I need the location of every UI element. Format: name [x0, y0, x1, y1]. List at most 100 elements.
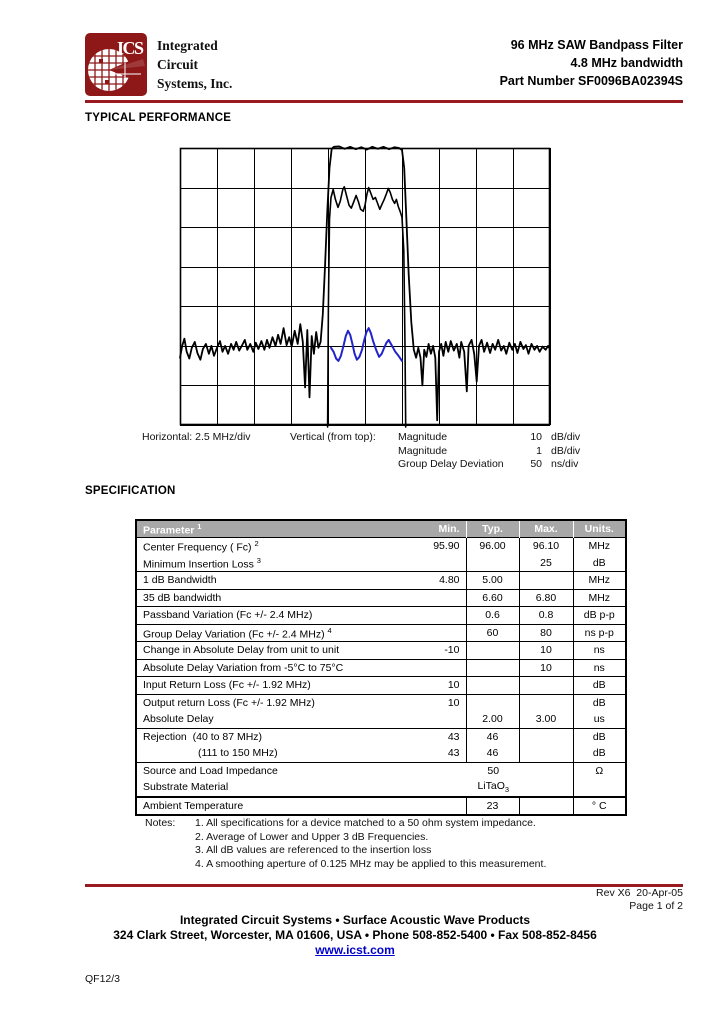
- footer-rule: [85, 884, 683, 887]
- cell-units: [572, 779, 626, 797]
- company-line: Circuit: [157, 57, 198, 72]
- cell-max: 6.80: [518, 588, 573, 607]
- cell-max: 25: [518, 554, 573, 572]
- cell-max: [518, 727, 573, 745]
- magnitude-1db-trace: [326, 185, 407, 428]
- table-row: Group Delay Variation (Fc +/- 2.4 MHz) 4…: [136, 623, 626, 642]
- table-row: Source and Load Impedance 50 Ω: [136, 761, 626, 779]
- cell-typ: 23: [465, 795, 519, 815]
- chart-legend: Horizontal: 2.5 MHz/div Vertical (from to…: [142, 431, 580, 472]
- legend-row: Group Delay Deviation 50 ns/div: [142, 458, 580, 472]
- cell-parameter: Input Return Loss (Fc +/- 1.92 MHz): [136, 676, 414, 694]
- cell-units: ns: [572, 641, 626, 659]
- col-header-units: Units.: [572, 520, 626, 538]
- website-link[interactable]: www.icst.com: [315, 943, 395, 957]
- col-header-typ: Typ.: [465, 520, 519, 538]
- legend-row: Horizontal: 2.5 MHz/div Vertical (from to…: [142, 431, 580, 445]
- cell-units: dB p-p: [572, 606, 626, 624]
- cell-parameter: Ambient Temperature: [136, 795, 414, 815]
- footer-link-wrap: www.icst.com: [85, 943, 625, 957]
- section-specification: SPECIFICATION: [85, 485, 176, 497]
- table-row: Center Frequency ( Fc) 2 95.90 96.00 96.10 M…: [136, 537, 626, 555]
- cell-min: 43: [414, 727, 466, 745]
- cell-units: dB: [572, 745, 626, 762]
- ics-logo: ICS: [85, 33, 147, 96]
- legend-trace-name: Magnitude: [398, 431, 448, 443]
- cell-typ: 46: [465, 727, 519, 745]
- cell-typ: 46: [465, 745, 519, 762]
- cell-max: 80: [518, 623, 573, 642]
- cell-min: 95.90: [414, 537, 466, 555]
- cell-typ: [465, 641, 519, 659]
- chart-grid: [180, 148, 551, 426]
- table-row: 1 dB Bandwidth 4.80 5.00 MHz: [136, 571, 626, 589]
- cell-min: [414, 658, 466, 677]
- cell-units: ns p-p: [572, 623, 626, 642]
- legend-horizontal-scale: [142, 458, 290, 472]
- table-row: Ambient Temperature 23 ° C: [136, 795, 626, 815]
- cell-min: [414, 588, 466, 607]
- part-number: Part Number SF0096BA02394S: [499, 74, 683, 88]
- cell-parameter: Rejection (40 to 87 MHz): [136, 727, 414, 745]
- cell-units: MHz: [572, 571, 626, 589]
- col-header-min: Min.: [414, 520, 466, 538]
- cell-max: 10: [518, 641, 573, 659]
- cell-units: MHz: [572, 588, 626, 607]
- table-row: 35 dB bandwidth 6.60 6.80 MHz: [136, 588, 626, 607]
- cell-parameter: Center Frequency ( Fc) 2: [136, 537, 414, 555]
- company-name: Integrated Circuit Systems, Inc.: [157, 36, 232, 93]
- table-row: Change in Absolute Delay from unit to un…: [136, 641, 626, 659]
- header-rule: [85, 100, 683, 103]
- product-title-block: 96 MHz SAW Bandpass Filter 4.8 MHz bandw…: [500, 36, 683, 90]
- cell-typ: [465, 676, 519, 694]
- revision-label: Rev X6 20-Apr-05: [596, 887, 683, 899]
- spec-table-head: Parameter 1 Min. Typ. Max. Units.: [136, 520, 626, 538]
- notes-list: 1. All specifications for a device match…: [145, 817, 546, 871]
- group-delay-trace: [330, 327, 403, 362]
- cell-min: [414, 795, 466, 815]
- legend-trace-unit: ns/div: [551, 458, 579, 470]
- cell-max: 96.10: [518, 537, 573, 555]
- cell-units: ns: [572, 658, 626, 677]
- cell-min: 10: [414, 693, 466, 711]
- page-number: Page 1 of 2: [629, 900, 683, 912]
- cell-min: 10: [414, 676, 466, 694]
- cell-parameter: Absolute Delay Variation from -5°C to 75…: [136, 658, 414, 677]
- cell-parameter: Passband Variation (Fc +/- 2.4 MHz): [136, 606, 414, 624]
- cell-typ: 6.60: [465, 588, 519, 607]
- ics-logo-text: ICS: [117, 38, 144, 58]
- cell-parameter: (111 to 150 MHz): [136, 745, 414, 762]
- cell-parameter: 35 dB bandwidth: [136, 588, 414, 607]
- table-row: Rejection (40 to 87 MHz) 43 46 dB: [136, 727, 626, 745]
- cell-parameter: 1 dB Bandwidth: [136, 571, 414, 589]
- cell-max: 3.00: [518, 711, 573, 728]
- company-line: Integrated: [157, 38, 218, 53]
- cell-units: dB: [572, 676, 626, 694]
- cell-parameter: Group Delay Variation (Fc +/- 2.4 MHz) 4: [136, 623, 414, 642]
- legend-horizontal-scale: [142, 445, 290, 459]
- cell-parameter: Change in Absolute Delay from unit to un…: [136, 641, 414, 659]
- cell-units: dB: [572, 727, 626, 745]
- legend-trace-value: 10: [530, 431, 542, 443]
- form-number: QF12/3: [85, 973, 121, 985]
- cell-units: Ω: [572, 761, 626, 779]
- legend-vertical-label: [290, 458, 398, 472]
- col-header-max: Max.: [518, 520, 573, 538]
- cell-typ: 96.00: [465, 537, 519, 555]
- legend-trace-value: 1: [536, 444, 542, 457]
- legend-trace-name: Magnitude: [398, 444, 448, 457]
- cell-typ: [465, 554, 519, 572]
- cell-parameter: Absolute Delay: [136, 711, 414, 728]
- legend-trace-unit: dB/div: [551, 444, 581, 457]
- legend-trace-name: Group Delay Deviation: [398, 458, 504, 470]
- cell-max: [518, 795, 573, 815]
- cell-merged-value: LiTaO3: [414, 779, 573, 797]
- cell-typ: 60: [465, 623, 519, 642]
- cell-merged-value: 50: [414, 761, 573, 779]
- cell-parameter: Minimum Insertion Loss 3: [136, 554, 414, 572]
- performance-chart-svg: [179, 145, 551, 428]
- table-row: Output return Loss (Fc +/- 1.92 MHz) 10 dB: [136, 693, 626, 711]
- cell-max: 0.8: [518, 606, 573, 624]
- legend-trace-unit: dB/div: [551, 431, 581, 443]
- notes: Notes: 1. All specifications for a devic…: [145, 817, 546, 871]
